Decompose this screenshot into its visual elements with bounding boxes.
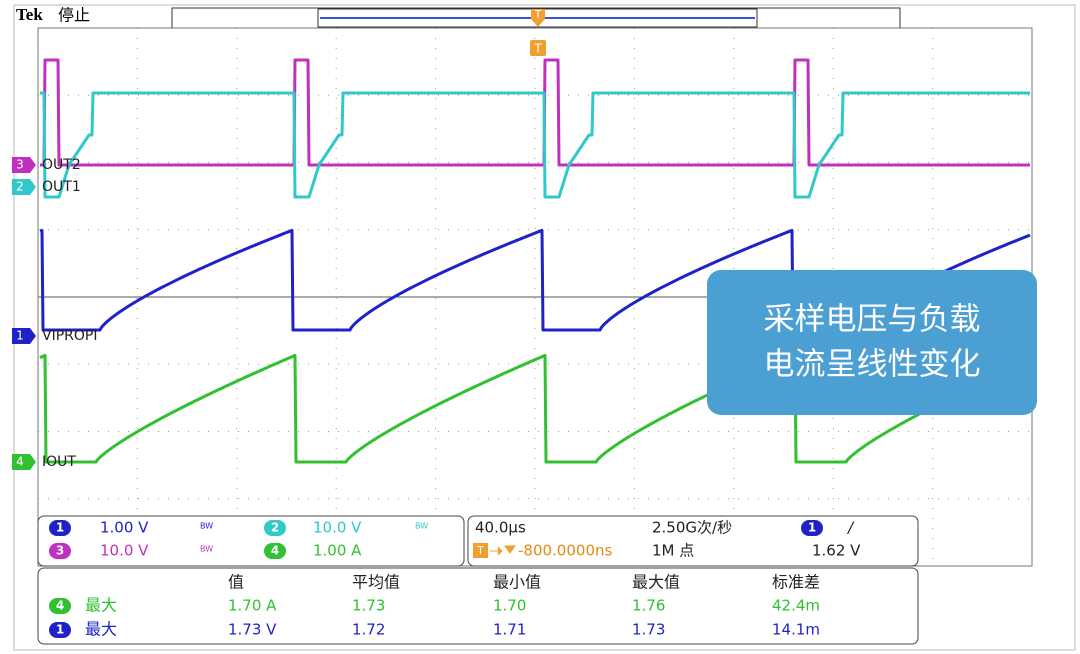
waveform: [39, 91, 1031, 199]
channel-marker: [12, 328, 36, 344]
measurement-value: 14.1m: [772, 621, 820, 639]
measurement-header: 平均值: [352, 573, 400, 592]
measurement-type: 最大: [85, 596, 117, 615]
trigger-pos-marker: [531, 9, 545, 27]
position-arrow: [490, 545, 516, 556]
channel-badge-label: 4: [271, 544, 279, 558]
channel-badge: [264, 520, 286, 536]
channel-badge: [801, 520, 823, 536]
channel-badge: [264, 543, 286, 559]
channel-badge-label: 1: [808, 521, 816, 535]
sample-rate: 2.50G次/秒: [652, 519, 732, 537]
measurement-value: 42.4m: [772, 597, 820, 615]
measurement-value: 1.72: [352, 621, 385, 639]
measurement-value: 1.70: [493, 597, 526, 615]
trigger-marker: [530, 40, 546, 56]
trigger-marker-label: T: [534, 8, 542, 21]
measurement-value: 1.70 A: [228, 597, 277, 615]
channel-marker: [12, 454, 36, 470]
measurement-header: 标准差: [772, 573, 820, 592]
channel-scale: 10.0 V: [313, 519, 362, 537]
channel-scale: 10.0 V: [100, 542, 149, 560]
channel-badge-label: 1: [56, 623, 64, 637]
bandwidth-limit: BW: [200, 545, 213, 554]
callout-line: 采样电压与负载: [764, 302, 981, 338]
bandwidth-limit: BW: [200, 522, 213, 531]
measurement-value: 1.73: [632, 621, 665, 639]
timebase: 40.0µs: [475, 519, 526, 537]
channel-badge-label: 4: [56, 599, 64, 613]
trigger-marker-label: T: [533, 42, 542, 56]
trace-label: VIPROPI: [42, 328, 97, 344]
record-length: 1M 点: [652, 542, 694, 560]
callout-line: 电流呈线性变化: [764, 347, 981, 383]
channel-marker: [12, 179, 36, 195]
measurement-header: 最小值: [493, 573, 541, 592]
measurement-value: 1.73: [352, 597, 385, 615]
channel-badge-label: 3: [56, 544, 64, 558]
bandwidth-limit: BW: [415, 522, 428, 531]
measurement-type: 最大: [85, 620, 117, 639]
measurement-value: 1.76: [632, 597, 665, 615]
measurement-panel: [37, 567, 919, 645]
channel-number: 2: [16, 180, 24, 194]
measurement-header: 值: [228, 573, 244, 592]
trace-label: IOUT: [42, 454, 76, 470]
channel-badge: [49, 622, 71, 638]
channel-scale: 1.00 A: [313, 542, 362, 560]
waveform: [39, 58, 1031, 167]
channel-badge: [49, 520, 71, 536]
trigger-icon: [473, 543, 488, 558]
vertical-panel: [37, 515, 465, 567]
trace-labels: 3 OUT2 2 OUT1 1 VIPROPI 4 IOUT: [12, 157, 97, 470]
brand: Tek: [16, 5, 43, 24]
trace-label: OUT2: [42, 157, 81, 173]
callout: [707, 270, 1037, 415]
channel-number: 3: [16, 158, 24, 172]
panels: 1 1.00 V BW 2 10.0 V BW 3 10.0 V BW 4 1.00 A 40.0µs…: [49, 519, 861, 639]
trigger-icon-label: T: [476, 544, 484, 557]
channel-badge: [49, 543, 71, 559]
trigger-level: 1.62 V: [812, 542, 861, 560]
trigger-slope: /: [846, 519, 855, 537]
status: 停止: [58, 6, 90, 25]
waveform: [39, 353, 1031, 464]
measurement-value: 1.71: [493, 621, 526, 639]
channel-scale: 1.00 V: [100, 519, 149, 537]
trace-label: OUT1: [42, 179, 81, 195]
measurement-header: 最大值: [632, 573, 680, 592]
channel-number: 4: [16, 455, 24, 469]
channel-badge: [49, 598, 71, 614]
channel-number: 1: [16, 329, 24, 343]
channel-badge-label: 2: [271, 521, 279, 535]
channel-marker: [12, 157, 36, 173]
horizontal-position: -800.0000ns: [518, 542, 612, 560]
measurement-value: 1.73 V: [228, 621, 277, 639]
channel-badge-label: 1: [56, 521, 64, 535]
